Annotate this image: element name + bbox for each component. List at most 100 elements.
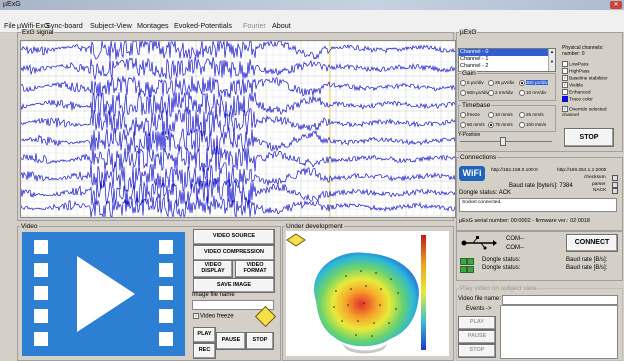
- timebase-group: [458, 105, 556, 132]
- video-freeze-label: Video freeze: [200, 313, 234, 320]
- timebase-radio-75[interactable]: 75 mm/s: [488, 122, 513, 128]
- dongle-status-label-1: Dongle status:: [482, 257, 521, 263]
- menu-sync-board[interactable]: Sync-board: [46, 21, 83, 30]
- menu-evoked-potentials[interactable]: Evoked-Potentials: [174, 21, 232, 30]
- colorbar: [421, 235, 426, 350]
- menu-uwifi-exg[interactable]: µWifi-ExG: [17, 21, 50, 30]
- exg-signal-title: ExG signal: [21, 29, 55, 36]
- video-rec-button[interactable]: REC: [193, 343, 216, 359]
- gain-radio-2mv[interactable]: 2 mV/div: [488, 90, 513, 96]
- video-display[interactable]: [22, 232, 185, 356]
- com-panel: [456, 231, 623, 281]
- timebase-radio-100[interactable]: 100 mm/s: [519, 122, 546, 128]
- video-format-button[interactable]: VIDEO FORMAT: [235, 260, 275, 278]
- gain-radio-300uv[interactable]: 300 µV/div: [519, 80, 548, 86]
- baseline-stabilizer-checkbox[interactable]: ✓ Baseline stabilizer: [562, 75, 608, 82]
- window-title: µExG: [3, 1, 21, 8]
- trace-color-checkbox[interactable]: Trace color: [562, 96, 593, 102]
- serial-firmware-label: µExG serial number: 00:0002 - firmware v…: [459, 218, 590, 224]
- timebase-label-75: 75 mm/s: [495, 122, 513, 128]
- gain-radio-10mv[interactable]: 10 mV/div: [519, 90, 546, 96]
- connection-log[interactable]: Socket connected.: [459, 198, 617, 212]
- timebase-radio-10[interactable]: 10 mm/s: [488, 112, 513, 118]
- highpass-label: HighPass: [569, 69, 590, 75]
- video-play-button[interactable]: PLAY: [193, 327, 216, 343]
- image-file-name-input[interactable]: [192, 300, 274, 310]
- eeg-channel-trace: [21, 108, 455, 138]
- timebase-label-25: 25 mm/s: [526, 112, 544, 118]
- timebase-label-10: 10 mm/s: [495, 112, 513, 118]
- parser-indicator: [612, 182, 618, 188]
- menu-fourier[interactable]: Fourier: [243, 21, 266, 30]
- menu-file[interactable]: File: [4, 21, 16, 30]
- video-freeze-checkbox[interactable]: ✓ Video freeze: [193, 313, 234, 320]
- events-list[interactable]: [500, 305, 618, 359]
- dongle-status-led-2b: [467, 266, 474, 273]
- visible-checkbox[interactable]: ✓ Visible: [562, 82, 584, 89]
- com-port-2: COM--: [506, 245, 524, 251]
- enhanced-label: Enhanced: [569, 90, 591, 96]
- video-file-name-input[interactable]: [502, 295, 618, 305]
- video-title: Video: [20, 223, 39, 230]
- y-position-label: Y-Position: [458, 132, 481, 138]
- menu-about[interactable]: About: [272, 21, 291, 30]
- wifi-logo-icon: WiFi: [459, 166, 485, 181]
- head-topography-map[interactable]: [286, 231, 449, 356]
- parser-label: parser: [592, 182, 606, 187]
- exg-signal-plot[interactable]: [20, 40, 456, 218]
- nack-indicator: [612, 188, 618, 194]
- timebase-radio-25[interactable]: 25 mm/s: [519, 112, 544, 118]
- timebase-title: Timebase: [461, 102, 492, 109]
- play-icon: [77, 256, 135, 332]
- gain-label-2mv: 2 mV/div: [495, 90, 513, 96]
- highpass-checkbox[interactable]: HighPass: [562, 68, 590, 74]
- save-image-button[interactable]: SAVE IMAGE: [193, 278, 275, 293]
- enhanced-checkbox[interactable]: Enhanced: [562, 89, 591, 95]
- menu-montages[interactable]: Montages: [137, 21, 169, 30]
- play-video-play-button[interactable]: PLAY: [458, 316, 496, 330]
- eeg-channel-trace: [21, 195, 455, 217]
- lowpass-checkbox[interactable]: LowPass: [562, 61, 588, 67]
- com-port-1: COM--: [506, 236, 524, 242]
- eeg-channel-trace: [21, 56, 455, 81]
- gain-radio-25uv[interactable]: 25 µV/div: [488, 80, 514, 86]
- connect-button[interactable]: CONNECT: [566, 234, 618, 252]
- channel-list[interactable]: Channel - 0 Channel - 1 Channel - 2 ▲ ▼: [458, 48, 556, 72]
- video-stop-button[interactable]: STOP: [246, 332, 274, 350]
- timebase-radio-freeze[interactable]: freeze: [460, 112, 480, 118]
- video-display-button[interactable]: VIDEO DISPLAY: [193, 260, 233, 278]
- timebase-label-freeze: freeze: [467, 112, 480, 118]
- video-compression-button[interactable]: VIDEO COMPRESSION: [193, 245, 275, 261]
- video-pause-button[interactable]: PAUSE: [216, 332, 246, 350]
- checksum-label: checksum: [584, 175, 606, 180]
- play-video-pause-button[interactable]: PAUSE: [458, 330, 496, 344]
- eeg-channel-trace: [21, 145, 455, 173]
- play-video-stop-button[interactable]: STOP: [458, 344, 496, 358]
- channel-list-scrollbar[interactable]: ▲ ▼: [548, 49, 555, 71]
- eeg-channel-trace: [21, 41, 455, 60]
- y-position-slider[interactable]: [460, 141, 552, 142]
- channel-item-0[interactable]: Channel - 0: [459, 49, 555, 56]
- gain-radio-500uv[interactable]: 500 µV/div: [460, 90, 489, 96]
- dongle-status-label-2: Dongle status:: [482, 265, 521, 271]
- gain-label-300uv: 300 µV/div: [526, 80, 548, 86]
- connections-title: Connections: [459, 154, 498, 161]
- timebase-radio-50[interactable]: 50 mm/s: [460, 122, 485, 128]
- close-icon[interactable]: ✕: [610, 1, 622, 9]
- menu-subject-view[interactable]: Subject-View: [90, 21, 132, 30]
- gain-radio-5uv[interactable]: 5 µV/div: [460, 80, 484, 86]
- uexg-title: µExG: [459, 29, 478, 36]
- uexg-stop-button[interactable]: STOP: [564, 128, 614, 147]
- events-label: Events ->: [466, 306, 492, 312]
- video-source-button[interactable]: VIDEO SOURCE: [193, 229, 275, 245]
- channel-item-1[interactable]: Channel - 1: [460, 56, 489, 62]
- baud-rate-label-2: Baud rate [B/s]:: [566, 265, 608, 271]
- physical-channels-label: Physical channels: number: 0: [562, 45, 604, 57]
- title-bar: µExG ✕: [0, 0, 624, 10]
- trace-color-label: Trace color: [569, 97, 593, 103]
- override-channel-label: Override selected channel: [562, 107, 607, 119]
- channel-item-2[interactable]: Channel - 2: [460, 63, 489, 69]
- override-channel-checkbox[interactable]: ✓ Override selected channel: [562, 106, 607, 119]
- dongle-status-ack: Dongle status: ACK: [459, 190, 512, 196]
- y-position-slider-thumb[interactable]: [500, 137, 506, 146]
